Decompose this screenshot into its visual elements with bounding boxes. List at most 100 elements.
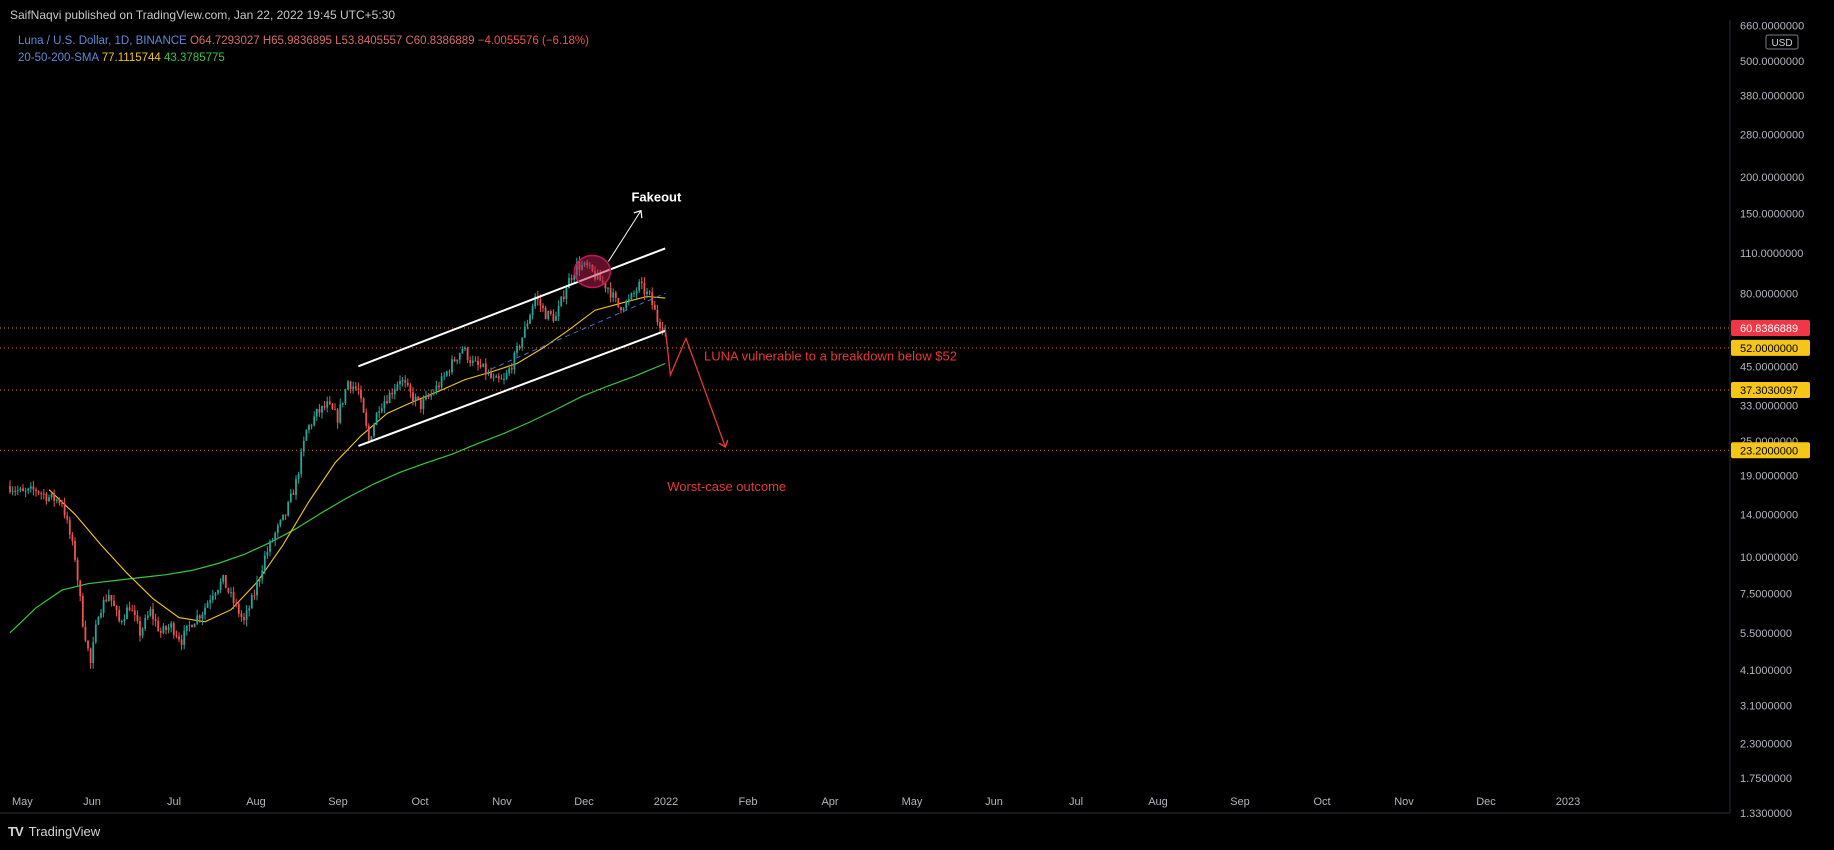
candle xyxy=(435,380,438,395)
candle xyxy=(297,471,300,484)
drawings-group: Fakeout LUNA vulnerable to a breakdown be… xyxy=(358,190,957,494)
candle-body xyxy=(222,575,225,582)
candle xyxy=(245,605,248,627)
candle-body xyxy=(16,490,19,492)
candle-body xyxy=(146,615,149,618)
candle-body xyxy=(321,406,323,413)
candle-body xyxy=(40,493,43,495)
candle-body xyxy=(269,541,271,552)
ohlc-high: H65.9836895 xyxy=(262,35,332,47)
candle-body xyxy=(136,615,139,622)
symbol-legend: Luna / U.S. Dollar, 1D, BINANCE O64.7293… xyxy=(18,35,589,47)
candle-body xyxy=(438,385,440,388)
currency-box[interactable]: USD xyxy=(1765,34,1799,50)
ohlc-low: L53.8405557 xyxy=(335,35,403,47)
candle xyxy=(94,619,97,645)
candle xyxy=(55,498,58,504)
candle xyxy=(180,634,183,651)
brand-name: TradingView xyxy=(28,824,101,839)
candle xyxy=(339,398,342,425)
candle-body xyxy=(248,608,251,611)
candle-body xyxy=(349,381,352,389)
candle xyxy=(133,605,136,622)
candle-body xyxy=(305,429,308,441)
price-tick-label: 14.0000000 xyxy=(1740,509,1798,521)
ohlc-close: C60.8386889 xyxy=(405,35,475,47)
candle-body xyxy=(74,540,76,560)
candle xyxy=(453,356,456,363)
candle xyxy=(9,480,11,494)
candle xyxy=(211,590,214,604)
candle-body xyxy=(102,599,105,613)
candle-body xyxy=(196,615,199,624)
candle-body xyxy=(331,404,334,410)
candle-body xyxy=(604,282,607,289)
candle xyxy=(40,491,43,500)
candle-body xyxy=(105,599,108,602)
indicator-name[interactable]: 20-50-200-SMA xyxy=(18,52,99,64)
footer-brand[interactable]: TV TradingView xyxy=(8,824,100,839)
candle-body xyxy=(297,473,300,479)
candle xyxy=(492,373,495,382)
candle-body xyxy=(565,288,568,300)
sma200-path xyxy=(9,362,666,634)
candle-body xyxy=(94,624,97,643)
candle xyxy=(482,363,485,368)
indicator-legend: 20-50-200-SMA 77.1115744 43.3785775 xyxy=(18,52,225,64)
candle-body xyxy=(35,489,37,492)
candle-body xyxy=(159,630,162,633)
candle xyxy=(526,319,529,330)
candle xyxy=(612,288,615,302)
candle-body xyxy=(118,610,121,622)
time-tick-label: May xyxy=(12,796,33,808)
candle-body xyxy=(425,395,427,400)
candle xyxy=(170,620,173,633)
candle xyxy=(643,277,646,301)
price-badges: 60.8386889 52.0000000 37.3030097 23.2000000 xyxy=(1731,320,1810,459)
candle xyxy=(209,594,212,610)
candle xyxy=(534,293,537,310)
candle xyxy=(656,305,659,326)
candle-body xyxy=(128,607,131,611)
candle xyxy=(627,294,630,306)
candle-body xyxy=(42,493,45,495)
candle-body xyxy=(237,603,240,614)
candle xyxy=(406,378,409,388)
candle-body xyxy=(430,394,433,397)
candle xyxy=(432,389,435,396)
candle-body xyxy=(79,580,82,596)
candle xyxy=(162,623,165,635)
candle-body xyxy=(63,503,66,516)
candle-body xyxy=(302,440,305,452)
time-axis: May Jun Jul Aug Sep Oct Nov Dec 2022 Feb Apr May Jun… xyxy=(12,796,1580,808)
candle-body xyxy=(659,321,661,328)
candle xyxy=(204,603,206,620)
price-tick-label: 280.0000000 xyxy=(1740,129,1804,141)
candle-body xyxy=(422,399,425,410)
candle xyxy=(404,375,407,388)
candle-body xyxy=(461,349,464,354)
channel-lower-line xyxy=(358,329,666,447)
candle-body xyxy=(614,292,617,298)
candle-body xyxy=(474,360,477,362)
candle-body xyxy=(523,326,526,338)
time-tick-label: May xyxy=(902,796,923,808)
candle xyxy=(505,369,508,381)
candle xyxy=(79,579,82,602)
candle-body xyxy=(612,292,615,298)
candle-body xyxy=(549,311,552,314)
candle-body xyxy=(263,555,266,571)
candle xyxy=(196,609,199,626)
candle-body xyxy=(139,621,141,636)
price-tick-label: 500.0000000 xyxy=(1740,56,1804,68)
candle-body xyxy=(100,612,102,618)
symbol-name[interactable]: Luna / U.S. Dollar, 1D, BINANCE xyxy=(18,35,187,47)
time-tick-label: Jul xyxy=(1069,796,1083,808)
badge-bg xyxy=(1731,382,1810,399)
price-tick-label: 7.5000000 xyxy=(1740,588,1792,600)
candle-body xyxy=(500,378,503,380)
candle-body xyxy=(477,360,479,365)
candle xyxy=(84,620,87,643)
